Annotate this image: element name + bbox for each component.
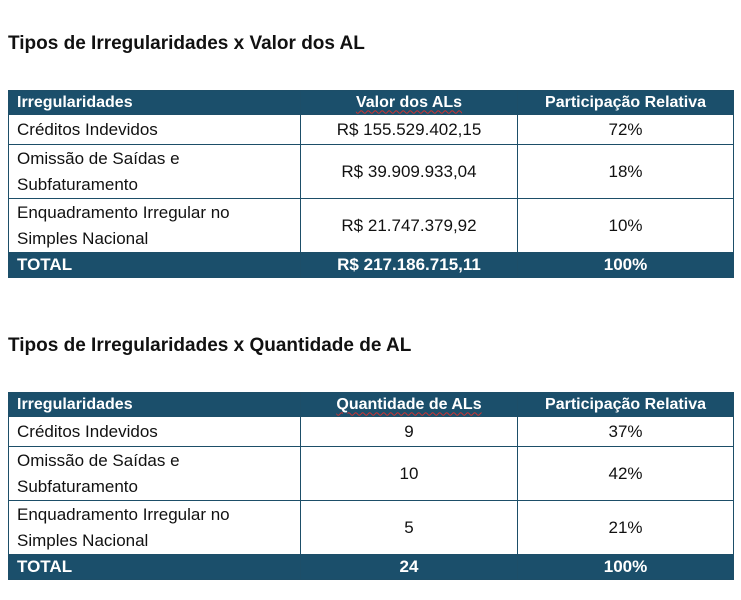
cell-participacao: 72% bbox=[517, 114, 734, 145]
cell-participacao: 21% bbox=[517, 500, 734, 555]
table-total-row: TOTAL 24 100% bbox=[8, 554, 734, 580]
cell-participacao: 37% bbox=[517, 416, 734, 447]
header-irregularidades: Irregularidades bbox=[8, 90, 301, 115]
table-total-row: TOTAL R$ 217.186.715,11 100% bbox=[8, 252, 734, 278]
cell-participacao: 18% bbox=[517, 144, 734, 199]
cell-irregularidade: Omissão de Saídas e Subfaturamento bbox=[8, 144, 301, 199]
table-header-row: Irregularidades Quantidade de ALs Partic… bbox=[8, 392, 734, 417]
table-title-valor: Tipos de Irregularidades x Valor dos AL bbox=[8, 33, 365, 54]
table-row: Enquadramento Irregular no Simples Nacio… bbox=[8, 198, 734, 253]
table-quantidade: Irregularidades Quantidade de ALs Partic… bbox=[8, 392, 734, 580]
header-participacao: Participação Relativa bbox=[517, 90, 734, 115]
total-label: TOTAL bbox=[8, 554, 301, 580]
total-quantidade: 24 bbox=[300, 554, 518, 580]
header-quantidade-label: Quantidade de ALs bbox=[336, 395, 482, 413]
table-row: Créditos Indevidos 9 37% bbox=[8, 416, 734, 447]
cell-irregularidade: Créditos Indevidos bbox=[8, 114, 301, 145]
cell-participacao: 10% bbox=[517, 198, 734, 253]
table-row: Créditos Indevidos R$ 155.529.402,15 72% bbox=[8, 114, 734, 145]
total-valor: R$ 217.186.715,11 bbox=[300, 252, 518, 278]
table-row: Omissão de Saídas e Subfaturamento R$ 39… bbox=[8, 144, 734, 199]
header-valor-label: Valor dos ALs bbox=[355, 93, 463, 111]
cell-participacao: 42% bbox=[517, 446, 734, 501]
cell-quantidade: 9 bbox=[300, 416, 518, 447]
header-quantidade: Quantidade de ALs bbox=[300, 392, 518, 417]
table-title-quantidade: Tipos de Irregularidades x Quantidade de… bbox=[8, 335, 412, 356]
cell-irregularidade: Omissão de Saídas e Subfaturamento bbox=[8, 446, 301, 501]
cell-irregularidade: Créditos Indevidos bbox=[8, 416, 301, 447]
cell-valor: R$ 39.909.933,04 bbox=[300, 144, 518, 199]
table-row: Omissão de Saídas e Subfaturamento 10 42… bbox=[8, 446, 734, 501]
table-header-row: Irregularidades Valor dos ALs Participaç… bbox=[8, 90, 734, 115]
cell-valor: R$ 155.529.402,15 bbox=[300, 114, 518, 145]
total-participacao: 100% bbox=[517, 554, 734, 580]
cell-irregularidade: Enquadramento Irregular no Simples Nacio… bbox=[8, 500, 301, 555]
cell-quantidade: 10 bbox=[300, 446, 518, 501]
header-irregularidades: Irregularidades bbox=[8, 392, 301, 417]
header-participacao: Participação Relativa bbox=[517, 392, 734, 417]
table-valor: Irregularidades Valor dos ALs Participaç… bbox=[8, 90, 734, 278]
cell-quantidade: 5 bbox=[300, 500, 518, 555]
table-row: Enquadramento Irregular no Simples Nacio… bbox=[8, 500, 734, 555]
total-label: TOTAL bbox=[8, 252, 301, 278]
total-participacao: 100% bbox=[517, 252, 734, 278]
cell-irregularidade: Enquadramento Irregular no Simples Nacio… bbox=[8, 198, 301, 253]
header-valor: Valor dos ALs bbox=[300, 90, 518, 115]
cell-valor: R$ 21.747.379,92 bbox=[300, 198, 518, 253]
